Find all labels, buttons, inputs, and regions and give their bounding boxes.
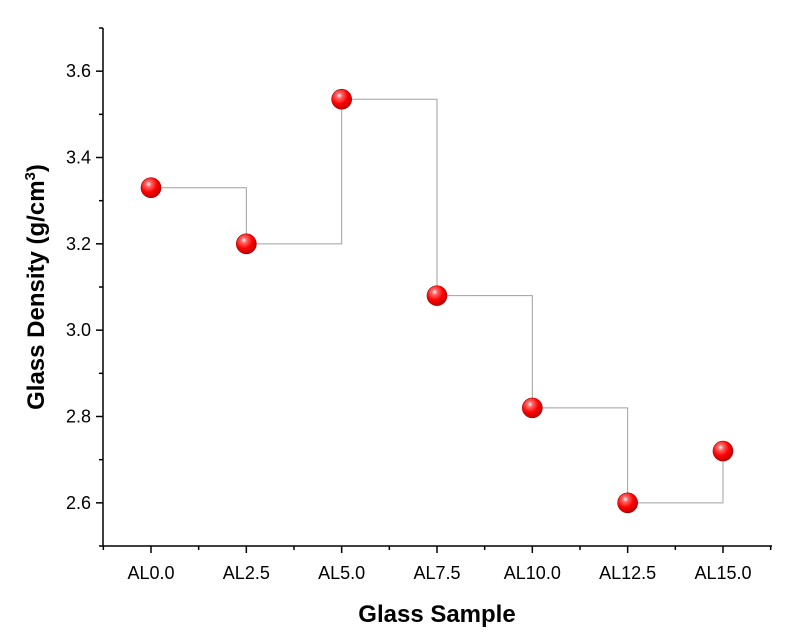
x-tick-label: AL10.0 bbox=[504, 563, 561, 583]
data-point bbox=[331, 88, 352, 110]
y-axis-title-sup: 3 bbox=[22, 172, 39, 180]
y-tick-label: 3.6 bbox=[66, 61, 91, 81]
y-tick-label: 2.8 bbox=[66, 407, 91, 427]
x-tick-label: AL7.5 bbox=[413, 563, 460, 583]
y-tick-label: 2.6 bbox=[66, 493, 91, 513]
x-tick-label: AL12.5 bbox=[599, 563, 656, 583]
x-axis-title: Glass Sample bbox=[358, 601, 515, 628]
y-axis-title-close: ) bbox=[23, 164, 50, 172]
data-point bbox=[140, 177, 162, 199]
y-tick-label: 3.2 bbox=[66, 234, 91, 254]
x-ticks: AL0.0 AL2.5 AL5.0 AL7.5 AL10.0 AL12.5 AL15.0 bbox=[102, 546, 772, 583]
data-point bbox=[617, 492, 638, 514]
data-point bbox=[426, 285, 448, 306]
x-tick-label: AL5.0 bbox=[318, 563, 365, 583]
y-ticks: 2.6 2.8 3.0 3.2 3.4 3.6 bbox=[66, 27, 103, 547]
data-point bbox=[236, 233, 257, 255]
data-point bbox=[522, 397, 543, 419]
y-tick-label: 3.0 bbox=[66, 320, 91, 340]
y-axis-title-main: Glass Density (g/cm bbox=[23, 180, 50, 409]
x-tick-label: AL2.5 bbox=[223, 563, 270, 583]
x-tick-label: AL15.0 bbox=[694, 563, 751, 583]
y-axis-title: Glass Density (g/cm3) bbox=[22, 164, 50, 410]
y-tick-label: 3.4 bbox=[66, 148, 91, 168]
series-points bbox=[140, 88, 734, 514]
data-point bbox=[712, 440, 734, 462]
x-tick-label: AL0.0 bbox=[127, 563, 174, 583]
